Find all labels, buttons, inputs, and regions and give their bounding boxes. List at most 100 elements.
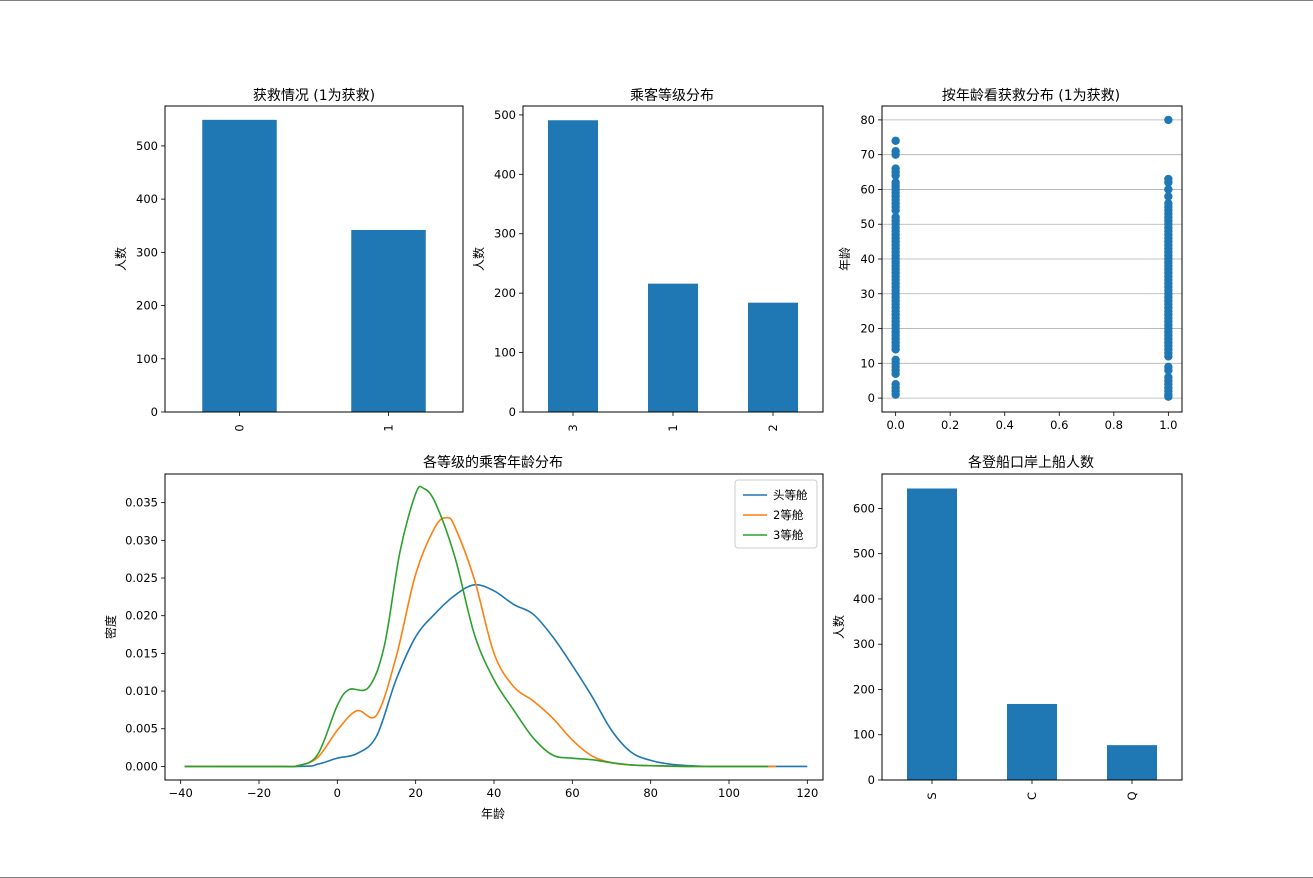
x-tick-label: 2	[766, 424, 780, 431]
y-tick-label: 200	[853, 682, 875, 696]
x-axis-label: 年龄	[481, 807, 505, 821]
bar	[548, 120, 598, 412]
bar	[907, 488, 957, 780]
y-tick-label: 80	[860, 113, 875, 127]
series-line	[184, 485, 769, 768]
legend-box	[734, 479, 818, 549]
y-tick-label: 0.005	[125, 722, 158, 736]
scatter-point	[1164, 192, 1173, 201]
y-axis-label: 密度	[103, 615, 118, 639]
x-tick-label: C	[1025, 792, 1039, 800]
y-tick-label: 300	[853, 637, 875, 651]
x-tick-label: −40	[169, 786, 193, 800]
y-tick-label: 200	[494, 286, 516, 300]
y-axis-label: 人数	[471, 247, 486, 271]
legend: 头等舱 2等舱 3等舱	[734, 479, 818, 549]
age-density-line-chart: 各等级的乘客年龄分布 密度 年龄 0.000 0.005 0.010 0.015 0.0…	[103, 454, 824, 821]
bar	[648, 283, 698, 412]
legend-label: 3等舱	[773, 528, 804, 542]
y-tick-label: 600	[853, 501, 875, 515]
y-tick-label: 100	[136, 352, 158, 366]
scatter-point	[891, 355, 900, 365]
y-axis-label: 人数	[113, 247, 128, 271]
y-tick-label: 0.020	[125, 609, 158, 623]
y-tick-label: 0.035	[125, 496, 158, 510]
pclass-bar-chart: 乘客等级分布 人数 3 1 2 0 100 200 300 400 500	[471, 87, 824, 432]
y-tick-label: 0.000	[125, 759, 158, 773]
scatter-point	[891, 164, 900, 173]
scatter-point	[1164, 373, 1173, 382]
bar	[351, 229, 426, 412]
x-tick-label: 0.4	[996, 418, 1014, 432]
chart-title: 获救情况 (1为获救)	[253, 88, 375, 104]
x-tick-label: 120	[796, 786, 818, 800]
series-line	[184, 583, 808, 768]
legend-label: 2等舱	[773, 508, 804, 522]
scatter-point	[1164, 115, 1173, 125]
bar	[1007, 703, 1057, 780]
age-survival-scatter-chart: 按年龄看获救分布 (1为获救) 年龄 0 10 20 30 40 50 60 70 80 0.0 0…	[838, 88, 1183, 432]
y-tick-label: 0	[868, 391, 875, 405]
y-tick-label: 70	[860, 148, 875, 162]
y-tick-label: 40	[860, 252, 875, 266]
x-tick-label: 60	[565, 786, 580, 800]
y-tick-label: 500	[136, 139, 158, 153]
y-tick-label: 0.015	[125, 646, 158, 660]
legend-label: 头等舱	[773, 488, 808, 502]
y-axis-label: 人数	[831, 615, 846, 639]
y-axis-label: 年龄	[838, 247, 852, 271]
y-tick-label: 0	[868, 773, 875, 787]
chart-title: 各等级的乘客年龄分布	[423, 454, 563, 471]
x-tick-label: 0.6	[1050, 418, 1068, 432]
y-tick-label: 500	[853, 547, 875, 561]
y-tick-label: 20	[860, 322, 875, 336]
x-tick-label: 0	[233, 424, 247, 431]
x-tick-label: 100	[718, 786, 740, 800]
bar	[1107, 745, 1157, 780]
scatter-point	[891, 379, 900, 389]
y-tick-label: 30	[860, 287, 875, 301]
x-tick-label: 1	[382, 424, 396, 431]
y-tick-label: 50	[860, 217, 875, 231]
x-tick-label: −20	[247, 786, 271, 800]
y-tick-label: 300	[494, 227, 516, 241]
embarked-bar-chart: 各登船口岸上船人数 人数 S C Q 0 100 200 300 400 500 600	[831, 455, 1183, 801]
bar	[202, 119, 277, 413]
scatter-point	[891, 213, 900, 222]
survival-bar-chart: 获救情况 (1为获救) 人数 0 1 0 100 200 300 400 500	[113, 88, 464, 432]
axes-frame	[164, 105, 464, 413]
x-tick-label: Q	[1125, 791, 1139, 800]
y-tick-label: 500	[494, 108, 516, 122]
scatter-point	[1164, 185, 1173, 194]
y-tick-label: 10	[860, 356, 875, 370]
scatter-point	[891, 136, 900, 145]
series-line	[184, 516, 776, 768]
scatter-point	[1164, 174, 1173, 184]
scatter-point	[1164, 199, 1173, 208]
x-tick-label: 40	[487, 786, 502, 800]
y-tick-label: 400	[494, 167, 516, 181]
x-tick-label: S	[925, 792, 939, 799]
scatter-point	[891, 178, 900, 187]
y-tick-label: 60	[860, 182, 875, 196]
x-tick-label: 0.2	[941, 418, 959, 432]
y-tick-label: 0	[151, 405, 158, 419]
chart-title: 按年龄看获救分布 (1为获救)	[942, 88, 1120, 104]
y-tick-label: 400	[853, 592, 875, 606]
y-tick-label: 400	[136, 192, 158, 206]
x-tick-label: 0	[334, 786, 341, 800]
y-tick-label: 100	[494, 346, 516, 360]
x-tick-label: 0.8	[1105, 418, 1123, 432]
chart-title: 乘客等级分布	[630, 87, 714, 104]
y-tick-label: 0.025	[125, 571, 158, 585]
y-tick-label: 0	[509, 405, 516, 419]
chart-title: 各登船口岸上船人数	[968, 455, 1094, 471]
y-tick-label: 200	[136, 299, 158, 313]
x-tick-label: 3	[566, 424, 580, 431]
y-tick-label: 300	[136, 245, 158, 259]
axes-frame	[881, 473, 1183, 781]
x-tick-label: 1	[666, 424, 680, 431]
scatter-point	[891, 147, 900, 156]
scatter-point	[1164, 362, 1173, 371]
